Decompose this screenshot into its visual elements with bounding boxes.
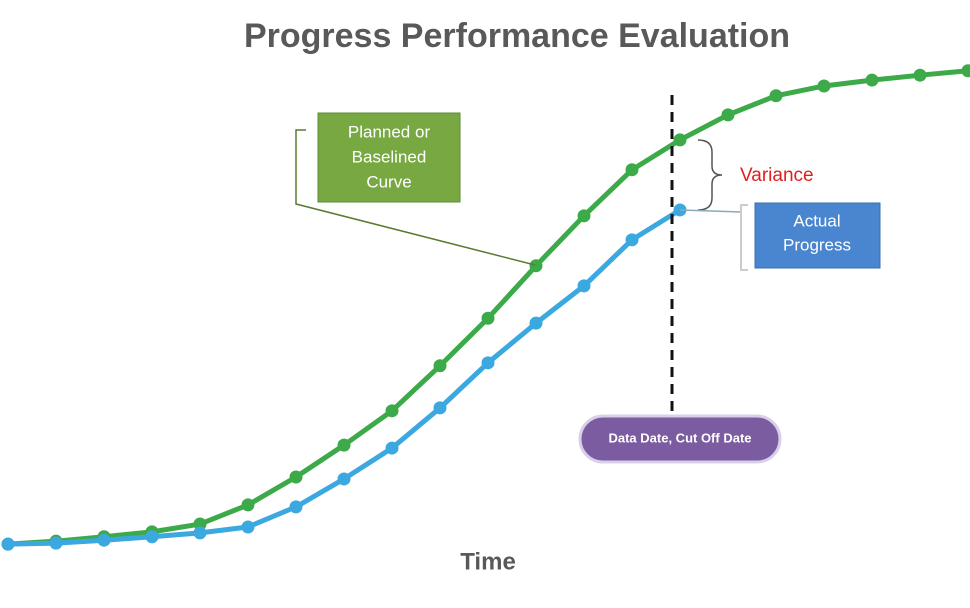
data-point xyxy=(481,311,495,325)
data-point xyxy=(865,73,879,87)
data-point xyxy=(529,259,543,273)
planned-label: Curve xyxy=(366,172,411,191)
actual-box xyxy=(754,202,881,269)
data-point xyxy=(289,500,303,514)
leader-bracket xyxy=(740,204,748,271)
series-line xyxy=(7,207,682,547)
data-point xyxy=(673,203,687,217)
data-point xyxy=(241,498,255,512)
data-date-label: Data Date, Cut Off Date xyxy=(608,430,751,445)
data-point xyxy=(913,68,927,82)
planned-label: Planned or xyxy=(348,122,431,141)
data-point xyxy=(49,536,63,550)
data-point xyxy=(481,356,495,370)
data-point xyxy=(817,79,831,93)
data-point xyxy=(385,404,399,418)
data-point xyxy=(961,64,970,78)
actual-label: Actual xyxy=(793,211,840,230)
actual-label: Progress xyxy=(783,235,851,254)
data-date-pill xyxy=(578,414,782,464)
data-point xyxy=(385,441,399,455)
data-point xyxy=(241,520,255,534)
series-line xyxy=(7,68,969,547)
planned-label: Baselined xyxy=(352,147,427,166)
data-point xyxy=(337,472,351,486)
variance-label: Variance xyxy=(740,165,814,186)
leader-line xyxy=(679,209,743,213)
data-point xyxy=(673,133,687,147)
data-point xyxy=(577,209,591,223)
chart-title: Progress Performance Evaluation xyxy=(244,17,790,55)
data-point xyxy=(625,163,639,177)
data-point xyxy=(145,530,159,544)
data-point xyxy=(193,526,207,540)
data-point xyxy=(721,108,735,122)
plot xyxy=(1,64,970,551)
data-point xyxy=(433,359,447,373)
data-point xyxy=(1,537,15,551)
leader-line xyxy=(295,129,536,266)
data-point xyxy=(769,89,783,103)
data-point xyxy=(289,470,303,484)
x-axis-label: Time xyxy=(460,548,516,575)
data-point xyxy=(577,279,591,293)
planned-box xyxy=(317,112,461,203)
data-point xyxy=(337,438,351,452)
data-point xyxy=(529,316,543,330)
variance-brace xyxy=(697,139,723,211)
data-point xyxy=(433,401,447,415)
data-point xyxy=(625,233,639,247)
data-point xyxy=(97,533,111,547)
